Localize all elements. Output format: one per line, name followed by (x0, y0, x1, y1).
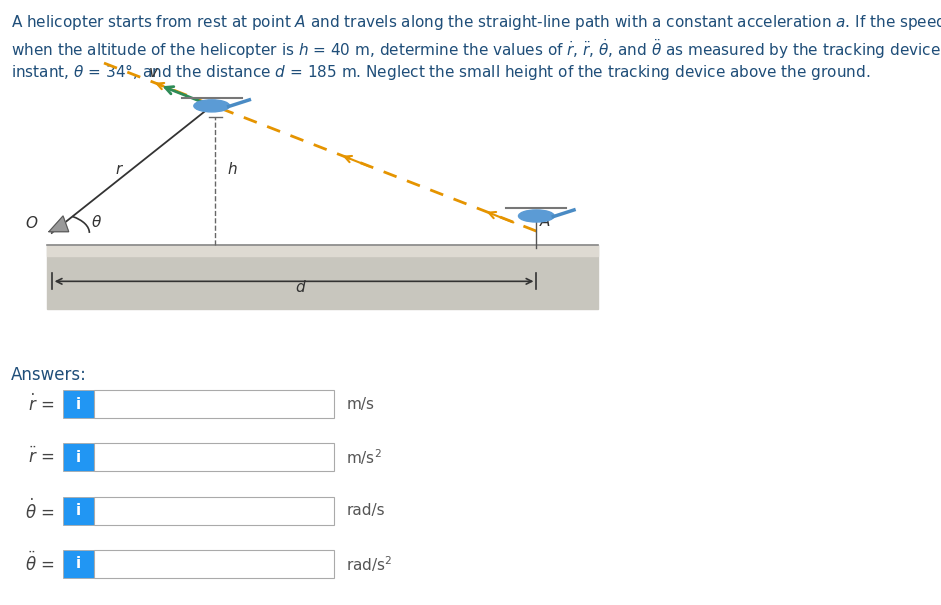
FancyBboxPatch shape (94, 443, 334, 471)
Text: instant, $\theta$ = 34°, and the distance $d$ = 185 m. Neglect the small height : instant, $\theta$ = 34°, and the distanc… (11, 62, 870, 82)
Text: $\theta$: $\theta$ (91, 214, 103, 230)
Text: $h$: $h$ (227, 162, 237, 177)
Text: m/s$^2$: m/s$^2$ (346, 448, 382, 467)
Text: $A$: $A$ (539, 213, 551, 229)
Text: A helicopter starts from rest at point $A$ and travels along the straight-line p: A helicopter starts from rest at point $… (11, 13, 941, 32)
Text: $r$: $r$ (115, 162, 124, 177)
Text: i: i (76, 450, 81, 465)
Text: when the altitude of the helicopter is $h$ = 40 m, determine the values of $\dot: when the altitude of the helicopter is $… (11, 38, 941, 62)
Text: rad/s: rad/s (346, 503, 385, 518)
FancyBboxPatch shape (63, 443, 94, 471)
Text: i: i (76, 557, 81, 571)
FancyBboxPatch shape (63, 497, 94, 525)
Text: m/s: m/s (346, 397, 375, 411)
Bar (47, 245, 598, 256)
Text: $\ddot{r}$ =: $\ddot{r}$ = (28, 447, 55, 468)
Text: $\ddot{\theta}$ =: $\ddot{\theta}$ = (25, 552, 55, 575)
Text: i: i (76, 397, 81, 411)
FancyBboxPatch shape (94, 497, 334, 525)
Polygon shape (49, 216, 69, 232)
Text: rad/s$^2$: rad/s$^2$ (346, 554, 392, 574)
FancyBboxPatch shape (94, 550, 334, 578)
Text: Answers:: Answers: (11, 366, 88, 384)
Text: $O$: $O$ (25, 215, 39, 231)
Ellipse shape (518, 210, 554, 222)
Bar (47, 245, 598, 309)
Text: $\dot{\theta}$ =: $\dot{\theta}$ = (25, 499, 55, 523)
Text: $d$: $d$ (295, 280, 307, 295)
Text: $v$: $v$ (148, 65, 159, 80)
FancyBboxPatch shape (63, 550, 94, 578)
Text: i: i (76, 503, 81, 518)
Ellipse shape (194, 100, 230, 112)
FancyBboxPatch shape (63, 390, 94, 418)
Text: $\dot{r}$ =: $\dot{r}$ = (28, 394, 55, 414)
FancyBboxPatch shape (94, 390, 334, 418)
